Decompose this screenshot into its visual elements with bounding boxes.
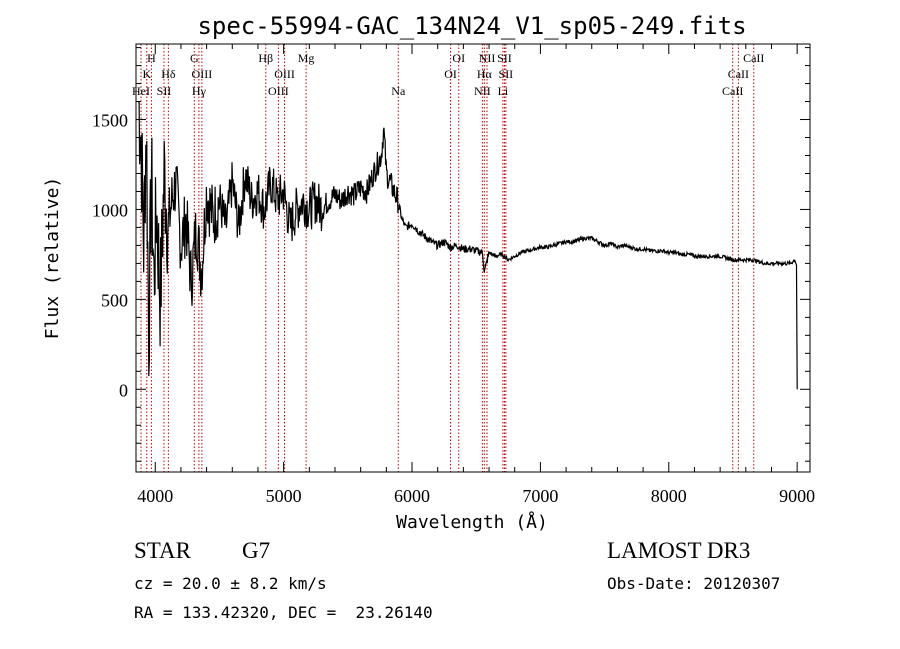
x-tick-label: 7000 [522, 486, 558, 506]
x-tick-label: 6000 [394, 486, 430, 506]
object-class: STAR [134, 538, 191, 563]
x-axis-label: Wavelength (Å) [396, 511, 548, 533]
x-tick-label: 8000 [651, 486, 687, 506]
line-marker-label: CaII [728, 67, 749, 81]
line-marker-label: Hβ [258, 51, 273, 65]
line-marker-label: Mg [298, 51, 315, 65]
line-marker-label: SII [157, 84, 172, 98]
line-marker-label: SII [499, 67, 514, 81]
y-axis-label: Flux (relative) [42, 177, 63, 340]
y-tick-label: 1500 [92, 111, 128, 131]
line-marker-label: CaII [722, 84, 743, 98]
coordinates: RA = 133.42320, DEC = 23.26140 [134, 603, 433, 622]
line-marker-label: G [190, 51, 199, 65]
line-marker-label: Na [391, 84, 406, 98]
x-tick-label: 5000 [266, 486, 302, 506]
line-marker-label: Li [498, 84, 509, 98]
line-marker-label: Hγ [192, 84, 207, 98]
line-marker-label: OIII [268, 84, 289, 98]
line-marker-label: NII [479, 51, 496, 65]
line-marker-label: OI [452, 51, 465, 65]
x-tick-label: 9000 [779, 486, 815, 506]
chart-title: spec-55994-GAC_134N24_V1_sp05-249.fits [197, 12, 746, 40]
line-marker-label: OIII [274, 67, 295, 81]
y-tick-label: 0 [119, 380, 128, 400]
plot-frame [135, 43, 811, 473]
line-marker-label: Hα [477, 67, 493, 81]
x-axis-ticks: 4000 5000 6000 7000 8000 9000 [137, 44, 815, 506]
survey-name: LAMOST DR3 [607, 538, 751, 563]
y-axis-ticks: 0 500 1000 1500 [92, 47, 810, 462]
redshift-cz: cz = 20.0 ± 8.2 km/s [134, 574, 327, 593]
line-marker-label: HeI [132, 84, 150, 98]
line-marker-label: NII [474, 84, 491, 98]
line-markers [140, 44, 755, 472]
object-subclass: G7 [242, 538, 271, 563]
y-tick-label: 500 [101, 290, 128, 310]
line-marker-label: OI [444, 67, 457, 81]
observation-date: Obs-Date: 20120307 [607, 574, 781, 593]
y-tick-label: 1000 [92, 200, 128, 220]
line-marker-label: CaII [743, 51, 764, 65]
flux-series-line [138, 100, 798, 390]
line-marker-label: Hδ [161, 67, 176, 81]
line-marker-label: K [142, 67, 151, 81]
line-marker-label: H [147, 51, 156, 65]
x-tick-label: 4000 [137, 486, 173, 506]
line-marker-label: SII [497, 51, 512, 65]
line-marker-label: OIII [192, 67, 213, 81]
